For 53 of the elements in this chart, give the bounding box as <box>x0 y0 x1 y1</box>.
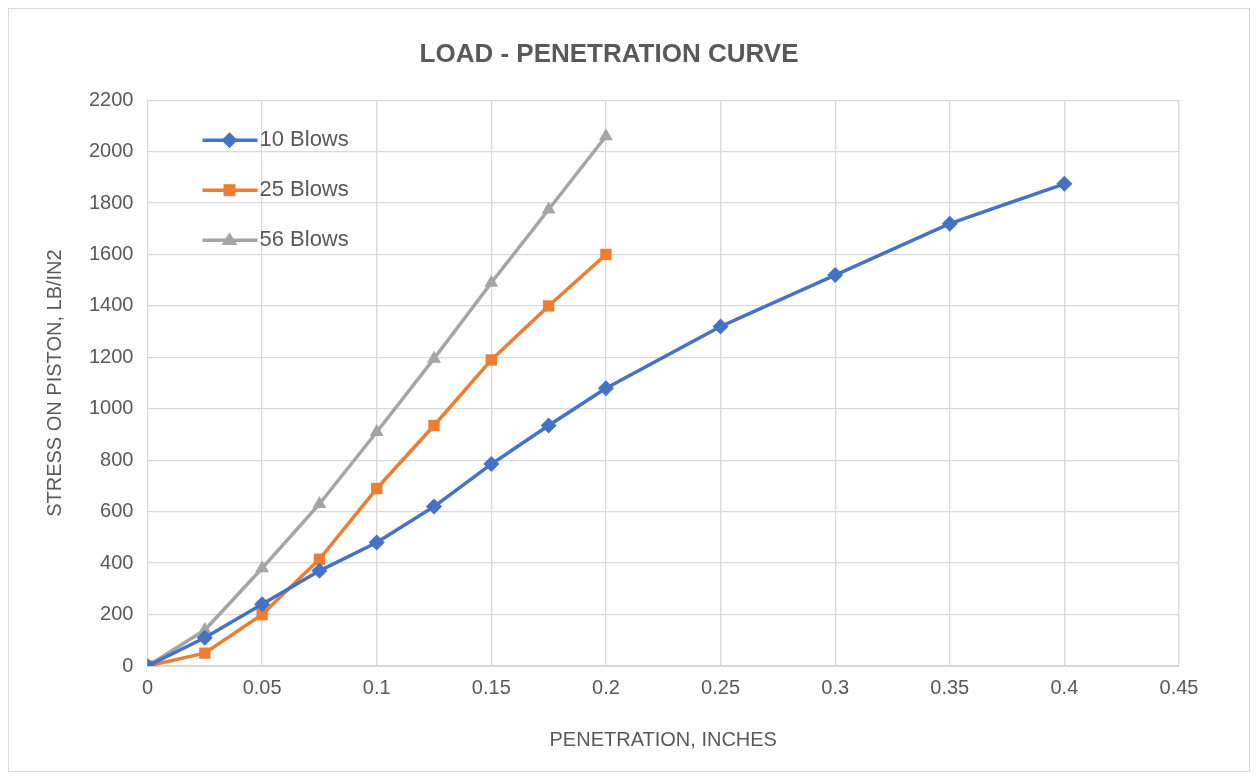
x-tick-label: 0.05 <box>242 675 282 698</box>
point <box>597 380 614 397</box>
y-tick-label: 1000 <box>88 396 134 419</box>
point <box>199 647 211 659</box>
point <box>712 318 729 335</box>
point <box>427 350 441 363</box>
point <box>540 417 557 434</box>
point <box>255 560 270 573</box>
x-tick-label: 0.4 <box>1050 675 1079 698</box>
point <box>313 553 326 565</box>
point <box>371 482 383 495</box>
y-axis-title: STRESS ON PISTON, LB/IN2 <box>42 249 65 517</box>
point <box>541 201 556 214</box>
point <box>428 419 440 432</box>
point <box>483 456 500 473</box>
legend-label: 10 Blows <box>259 126 349 152</box>
point <box>196 629 213 646</box>
y-tick-label: 1800 <box>88 190 134 213</box>
y-tick-label: 600 <box>100 499 134 522</box>
x-tick-label: 0.2 <box>592 675 620 698</box>
point <box>484 274 499 287</box>
x-tick-label: 0.35 <box>930 675 970 698</box>
x-tick-label: 0.45 <box>1159 675 1199 698</box>
y-tick-label: 1200 <box>88 344 134 367</box>
y-tick-label: 200 <box>100 602 134 625</box>
point <box>941 215 958 232</box>
point <box>485 354 497 366</box>
point <box>599 128 613 141</box>
y-tick-label: 1400 <box>88 293 134 316</box>
y-tick-label: 2000 <box>88 139 134 162</box>
x-tick-label: 0.25 <box>701 675 741 698</box>
y-tick-label: 800 <box>100 447 134 470</box>
point <box>1056 175 1073 192</box>
x-tick-label: 0.1 <box>362 675 391 698</box>
point <box>311 562 328 579</box>
point <box>254 596 271 613</box>
x-axis-title: PENETRATION, INCHES <box>549 727 777 750</box>
x-tick-label: 0.15 <box>471 675 511 698</box>
legend-label: 56 Blows <box>259 226 349 252</box>
point <box>827 267 844 284</box>
point <box>368 534 385 551</box>
y-tick-label: 400 <box>100 550 134 573</box>
point <box>542 300 555 312</box>
legend-label: 25 Blows <box>259 176 349 202</box>
y-tick-label: 0 <box>122 653 134 676</box>
x-tick-label: 0.3 <box>821 675 850 698</box>
chart-title: LOAD - PENETRATION CURVE <box>419 37 799 68</box>
y-tick-label: 2200 <box>88 87 134 110</box>
point <box>600 248 612 261</box>
point <box>256 608 268 621</box>
x-tick-label: 0 <box>141 675 154 698</box>
point <box>426 498 443 515</box>
y-tick-label: 1600 <box>88 242 134 265</box>
